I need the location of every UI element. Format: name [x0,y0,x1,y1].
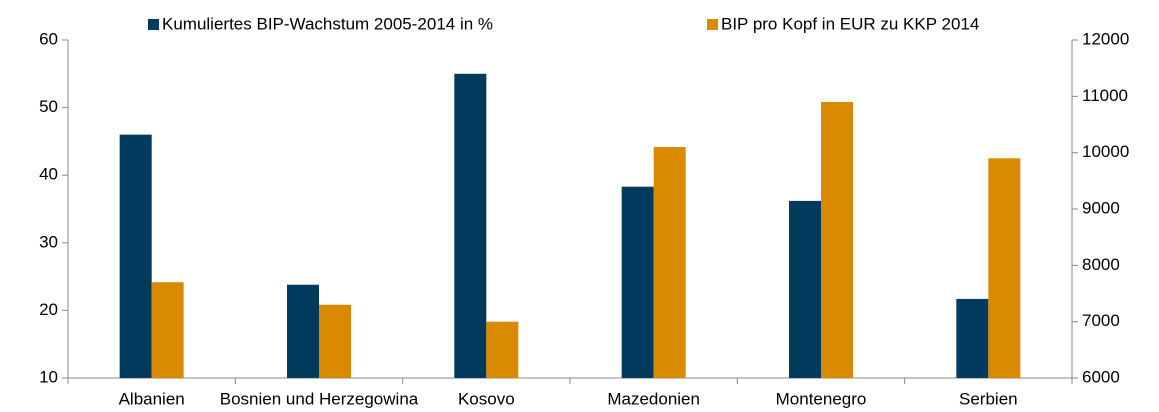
x-tick-label: Mazedonien [607,389,700,408]
bar [287,284,319,378]
y2-tick-label: 10000 [1082,142,1129,161]
bar [653,147,686,378]
x-tick-label: Kosovo [458,389,515,408]
y2-tick-label: 11000 [1082,86,1128,105]
y-tick-label: 60 [39,29,58,48]
bar [486,321,519,378]
bar [821,101,853,378]
y-tick-label: 50 [39,97,58,116]
y2-tick-label: 9000 [1082,198,1120,217]
y-tick-label: 40 [39,165,58,184]
bar [454,73,487,379]
legend-swatch [148,19,159,30]
bar [988,158,1021,378]
x-tick-label: Serbien [959,389,1018,408]
x-tick-label: Montenegro [776,389,867,408]
bar [151,282,184,378]
legend-swatch [707,19,718,30]
y2-tick-label: 6000 [1082,367,1120,386]
bar [789,200,821,378]
y2-tick-label: 7000 [1082,311,1120,330]
bar [319,304,351,378]
bar [119,134,152,378]
y2-tick-label: 12000 [1082,29,1129,48]
y-tick-label: 30 [39,232,58,251]
x-tick-label: Albanien [119,389,185,408]
bar [621,186,654,378]
y2-tick-label: 8000 [1082,255,1120,274]
legend-label: Kumuliertes BIP-Wachstum 2005-2014 in % [162,14,493,33]
y-tick-label: 10 [39,367,58,386]
y-tick-label: 20 [39,300,58,319]
x-tick-label: Bosnien und Herzegowina [220,389,419,408]
bar [956,298,989,378]
legend-label: BIP pro Kopf in EUR zu KKP 2014 [721,14,979,33]
